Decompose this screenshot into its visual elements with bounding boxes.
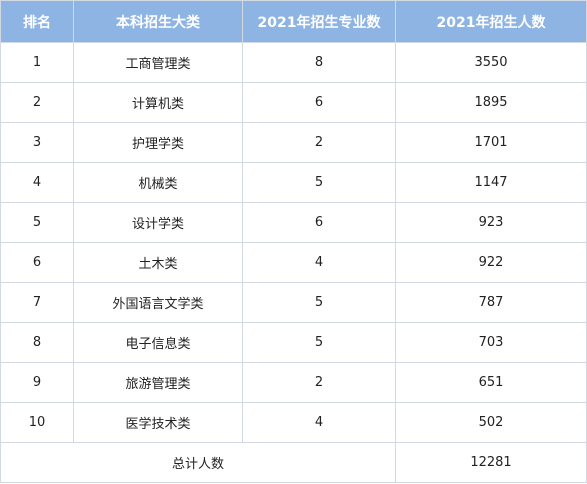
- rank-cell: 5: [0, 202, 74, 243]
- rank-cell: 9: [0, 362, 74, 403]
- table-body: 1 工商管理类 8 3550 2 计算机类 6 1895 3 护理学类 2 1701 4 机械类 5 1147…: [0, 42, 587, 443]
- rank-cell: 10: [0, 402, 74, 443]
- major-count-cell: 8: [242, 42, 396, 83]
- enrollment-count-cell: 502: [395, 402, 587, 443]
- enrollment-count-cell: 1895: [395, 82, 587, 123]
- header-rank: 排名: [0, 0, 74, 43]
- category-cell: 设计学类: [73, 202, 243, 243]
- category-cell: 医学技术类: [73, 402, 243, 443]
- enrollment-count-cell: 923: [395, 202, 587, 243]
- total-value: 12281: [395, 442, 587, 483]
- major-count-cell: 2: [242, 362, 396, 403]
- major-count-cell: 4: [242, 242, 396, 283]
- category-cell: 工商管理类: [73, 42, 243, 83]
- category-cell: 护理学类: [73, 122, 243, 163]
- enrollment-count-cell: 651: [395, 362, 587, 403]
- major-count-cell: 5: [242, 162, 396, 203]
- header-major-count: 2021年招生专业数: [242, 0, 396, 43]
- enrollment-count-cell: 703: [395, 322, 587, 363]
- rank-cell: 2: [0, 82, 74, 123]
- category-cell: 计算机类: [73, 82, 243, 123]
- category-cell: 旅游管理类: [73, 362, 243, 403]
- header-row: 排名 本科招生大类 2021年招生专业数 2021年招生人数: [0, 0, 587, 43]
- rank-cell: 4: [0, 162, 74, 203]
- rank-cell: 8: [0, 322, 74, 363]
- table-footer: 总计人数 12281: [0, 442, 587, 483]
- total-label: 总计人数: [0, 442, 396, 483]
- total-row: 总计人数 12281: [0, 442, 587, 483]
- table-row: 6 土木类 4 922: [0, 242, 587, 283]
- table-row: 3 护理学类 2 1701: [0, 122, 587, 163]
- table-row: 5 设计学类 6 923: [0, 202, 587, 243]
- rank-cell: 3: [0, 122, 74, 163]
- major-count-cell: 5: [242, 282, 396, 323]
- table-row: 10 医学技术类 4 502: [0, 402, 587, 443]
- enrollment-count-cell: 787: [395, 282, 587, 323]
- category-cell: 机械类: [73, 162, 243, 203]
- table-row: 4 机械类 5 1147: [0, 162, 587, 203]
- table-header: 排名 本科招生大类 2021年招生专业数 2021年招生人数: [0, 0, 587, 43]
- table-row: 8 电子信息类 5 703: [0, 322, 587, 363]
- category-cell: 外国语言文学类: [73, 282, 243, 323]
- major-count-cell: 5: [242, 322, 396, 363]
- major-count-cell: 6: [242, 202, 396, 243]
- major-count-cell: 4: [242, 402, 396, 443]
- rank-cell: 1: [0, 42, 74, 83]
- major-count-cell: 6: [242, 82, 396, 123]
- major-count-cell: 2: [242, 122, 396, 163]
- enrollment-count-cell: 922: [395, 242, 587, 283]
- table-row: 1 工商管理类 8 3550: [0, 42, 587, 83]
- rank-cell: 7: [0, 282, 74, 323]
- enrollment-count-cell: 1147: [395, 162, 587, 203]
- category-cell: 土木类: [73, 242, 243, 283]
- rank-cell: 6: [0, 242, 74, 283]
- table-row: 9 旅游管理类 2 651: [0, 362, 587, 403]
- category-cell: 电子信息类: [73, 322, 243, 363]
- table-row: 2 计算机类 6 1895: [0, 82, 587, 123]
- header-category: 本科招生大类: [73, 0, 243, 43]
- enrollment-count-cell: 3550: [395, 42, 587, 83]
- header-enrollment-count: 2021年招生人数: [395, 0, 587, 43]
- enrollment-count-cell: 1701: [395, 122, 587, 163]
- table-row: 7 外国语言文学类 5 787: [0, 282, 587, 323]
